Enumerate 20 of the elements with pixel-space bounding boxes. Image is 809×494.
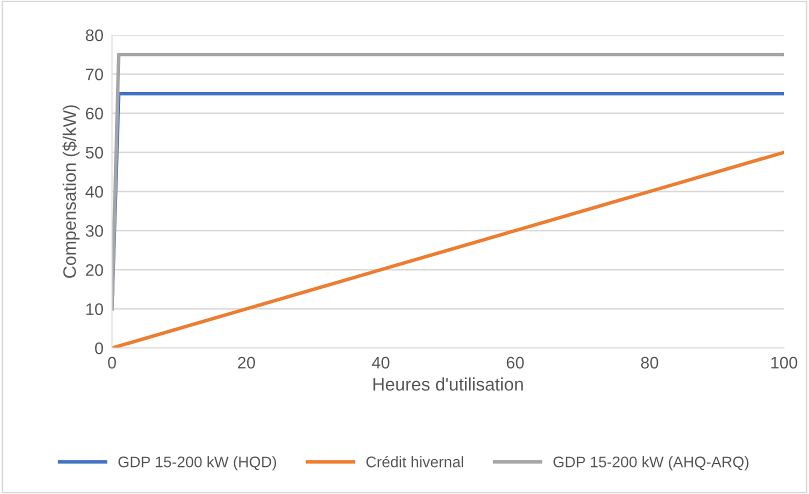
legend-label: Crédit hivernal <box>366 456 464 468</box>
y-tick-label: 0 <box>95 342 104 354</box>
y-tick-label: 30 <box>86 225 104 237</box>
y-axis-title: Compensation ($/kW) <box>62 105 80 278</box>
legend-label: GDP 15-200 kW (AHQ-ARQ) <box>553 456 748 470</box>
y-tick-label: 50 <box>86 146 104 159</box>
x-axis-title: Heures d'utilisation <box>373 377 523 391</box>
y-tick-label: 80 <box>86 29 104 42</box>
y-tick-label: 60 <box>86 108 104 120</box>
y-tick-label: 70 <box>86 68 104 80</box>
x-tick-label: 80 <box>641 356 658 369</box>
x-tick-label: 0 <box>108 356 116 369</box>
x-tick-label: 40 <box>372 356 390 369</box>
y-tick-label: 20 <box>86 264 104 276</box>
legend-label: GDP 15-200 kW (HQD) <box>118 456 276 470</box>
y-tick-label: 10 <box>86 303 104 316</box>
x-tick-label: 60 <box>506 356 524 369</box>
x-tick-label: 100 <box>771 356 798 369</box>
x-tick-label: 20 <box>238 356 256 369</box>
y-tick-label: 40 <box>86 186 104 198</box>
